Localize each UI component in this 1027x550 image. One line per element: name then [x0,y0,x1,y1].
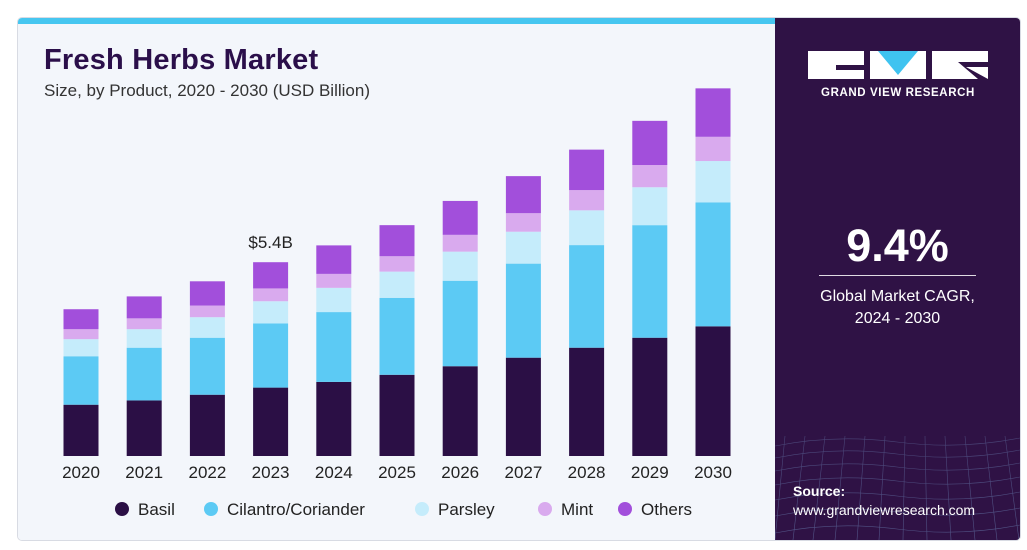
x-tick-label: 2023 [252,463,290,482]
stacked-bar-chart: 2020 2021 2022 2023 $5.4B 2024 2025 2026 2027 202… [62,88,732,519]
legend-label: Parsley [438,500,495,519]
bar-segment-others-2024 [316,245,352,274]
bar-segment-basil-2026 [442,366,478,456]
bar-segment-mint-2020 [63,329,99,340]
chart-title: Fresh Herbs Market [44,44,319,76]
bar-segment-basil-2020 [63,404,99,456]
bar-segment-others-2029 [632,120,668,166]
bar-segment-mint-2025 [379,256,415,272]
cagr-label-line1: Global Market CAGR, [820,288,975,305]
legend-label: Mint [561,500,593,519]
bar-segment-others-2027 [505,176,541,214]
x-tick-label: 2026 [441,463,479,482]
bar-segment-mint-2023 [253,288,289,302]
bar-segment-cilantro-coriander-2029 [632,225,668,338]
bar-segment-others-2026 [442,200,478,235]
bar-segment-mint-2021 [126,318,162,330]
bar-segment-mint-2028 [569,190,605,211]
bar-segment-others-2025 [379,225,415,257]
bar-segment-cilantro-coriander-2026 [442,280,478,367]
bar-segment-cilantro-coriander-2020 [63,356,99,405]
bar-segment-others-2022 [189,281,225,306]
x-tick-label: 2022 [188,463,226,482]
data-label: $5.4B [248,233,292,252]
bar-segment-basil-2022 [189,394,225,456]
legend-swatch [538,502,552,516]
bar-segment-mint-2029 [632,165,668,188]
accent-bar [18,18,775,24]
legend-swatch [204,502,218,516]
bar-segment-parsley-2021 [126,329,162,348]
bar-segment-mint-2022 [189,305,225,318]
bar-segment-basil-2021 [126,400,162,456]
bar-segment-basil-2030 [695,326,731,456]
bar-segment-others-2028 [569,149,605,191]
bar-segment-cilantro-coriander-2021 [126,347,162,401]
bar-segment-others-2021 [126,296,162,319]
brand-logo: GRAND VIEW RESEARCH [808,48,988,99]
legend-swatch [618,502,632,516]
bar-segment-parsley-2027 [505,231,541,264]
bar-segment-mint-2026 [442,234,478,252]
bar-segment-parsley-2028 [569,210,605,246]
bar-segment-cilantro-coriander-2027 [505,263,541,358]
x-tick-label: 2024 [315,463,353,482]
bar-segment-parsley-2023 [253,301,289,324]
x-tick-label: 2029 [631,463,669,482]
cagr-value: 9.4% [846,220,949,271]
chart-panel: Fresh Herbs Market Size, by Product, 202… [18,18,775,540]
x-tick-label: 2020 [62,463,100,482]
bar-segment-parsley-2024 [316,287,352,313]
bar-segment-basil-2027 [505,357,541,456]
cagr-label: Global Market CAGR, 2024 - 2030 [775,286,1020,330]
bar-segment-cilantro-coriander-2022 [189,337,225,395]
bar-segment-basil-2023 [253,387,289,456]
bar-segment-others-2020 [63,309,99,330]
logo-mark-icon [808,51,988,79]
summary-panel: GRAND VIEW RESEARCH 9.4% Global Market C… [775,18,1020,540]
bar-segment-basil-2024 [316,381,352,456]
legend-label: Basil [138,500,175,519]
wave-grid-decoration [775,416,1020,540]
cagr-divider [819,275,976,276]
bar-segment-mint-2024 [316,273,352,288]
bar-segment-cilantro-coriander-2023 [253,323,289,388]
bar-segment-parsley-2026 [442,251,478,281]
brand-name: GRAND VIEW RESEARCH [821,87,975,99]
bar-segment-parsley-2030 [695,161,731,203]
source-link[interactable]: www.grandviewresearch.com [793,502,976,518]
bar-segment-parsley-2022 [189,317,225,338]
bar-segment-basil-2028 [569,347,605,456]
x-tick-label: 2027 [504,463,542,482]
bar-segment-mint-2030 [695,136,731,162]
bar-segment-parsley-2029 [632,187,668,226]
x-tick-label: 2025 [378,463,416,482]
source-label: Source: [793,483,846,499]
legend-label: Others [641,500,692,519]
x-tick-label: 2021 [125,463,163,482]
legend-swatch [415,502,429,516]
x-tick-label: 2030 [694,463,732,482]
x-tick-label: 2028 [568,463,606,482]
bar-segment-cilantro-coriander-2028 [569,245,605,348]
bar-segment-parsley-2025 [379,271,415,298]
bar-segment-cilantro-coriander-2024 [316,312,352,382]
bar-segment-basil-2029 [632,337,668,456]
legend-swatch [115,502,129,516]
chart-subtitle: Size, by Product, 2020 - 2030 (USD Billi… [44,81,370,100]
bar-segment-parsley-2020 [63,339,99,357]
bar-segment-cilantro-coriander-2025 [379,297,415,375]
bar-segment-mint-2027 [505,213,541,232]
cagr-label-line2: 2024 - 2030 [854,310,941,327]
bar-segment-others-2023 [253,262,289,289]
legend-label: Cilantro/Coriander [227,500,365,519]
bar-segment-basil-2025 [379,374,415,456]
bar-segment-cilantro-coriander-2030 [695,202,731,327]
bar-segment-others-2030 [695,88,731,137]
infographic-card: Fresh Herbs Market Size, by Product, 202… [18,18,1020,540]
